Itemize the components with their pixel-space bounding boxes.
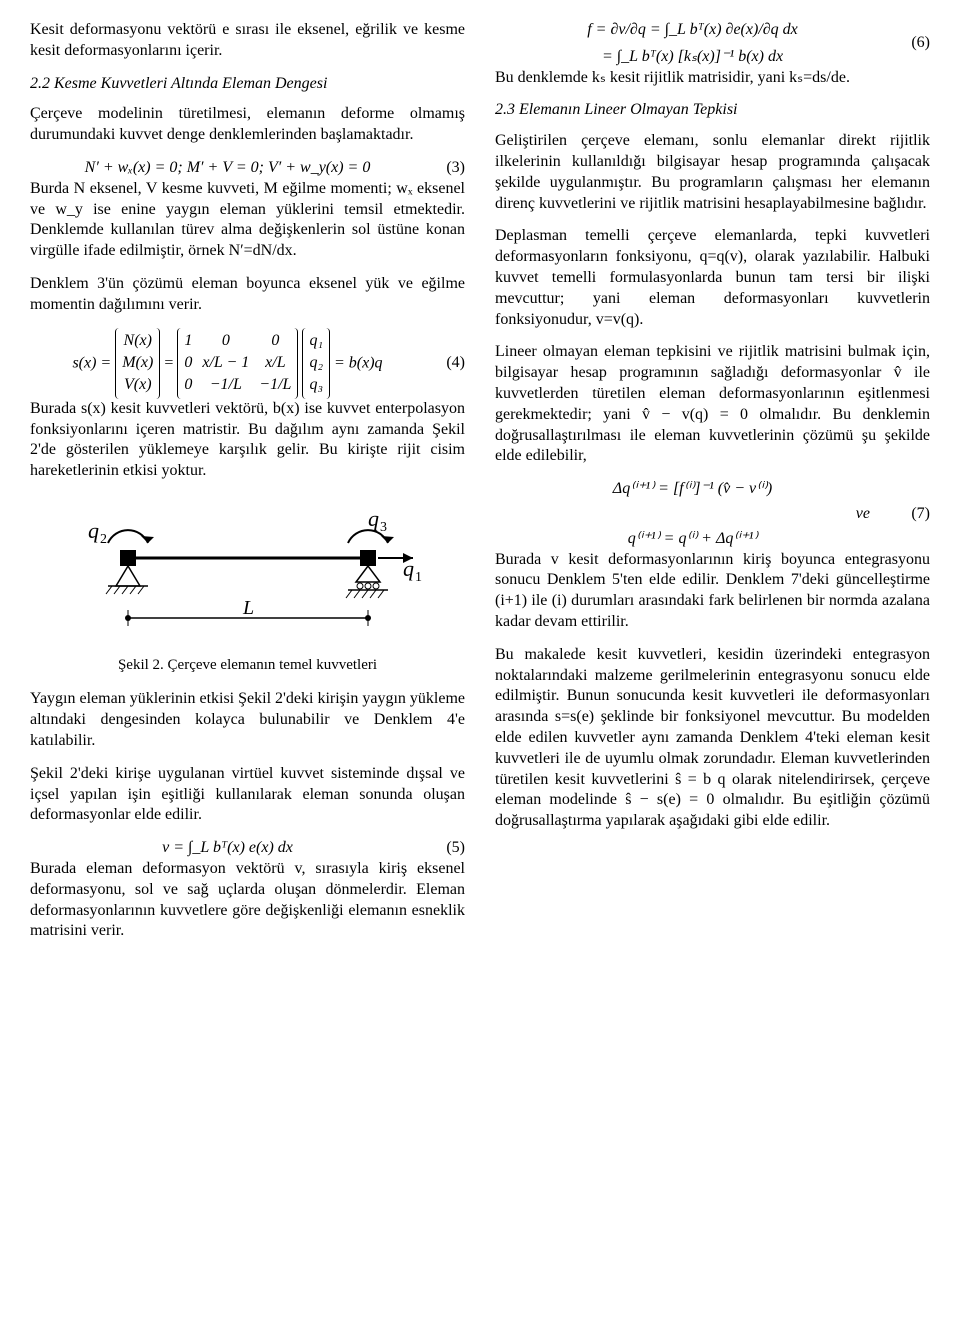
- equation-5: v = ∫_L bᵀ(x) e(x) dx (5): [30, 838, 465, 859]
- para-yaygin-eleman: Yaygın eleman yüklerinin etkisi Şekil 2'…: [30, 689, 465, 751]
- section-2-3-title: 2.3 Elemanın Lineer Olmayan Tepkisi: [495, 100, 930, 121]
- para-burada-sx: Burada s(x) kesit kuvvetleri vektörü, b(…: [30, 399, 465, 482]
- section-2-2-title: 2.2 Kesme Kuvvetleri Altında Eleman Deng…: [30, 74, 465, 95]
- para-cerceve-model: Çerçeve modelinin türetilmesi, elemanın …: [30, 104, 465, 146]
- equation-6-body: f = ∂v/∂q = ∫_L bᵀ(x) ∂e(x)/∂q dx = ∫_L …: [495, 20, 890, 68]
- para-burada-eleman: Burada eleman deformasyon vektörü v, sır…: [30, 859, 465, 942]
- para-lineer-olmayan: Lineer olmayan eleman tepkisini ve rijit…: [495, 342, 930, 467]
- para-deplasman: Deplasman temelli çerçeve elemanlarda, t…: [495, 226, 930, 330]
- equation-6: f = ∂v/∂q = ∫_L bᵀ(x) ∂e(x)/∂q dx = ∫_L …: [495, 20, 930, 68]
- eq4-s-vector: N(x) M(x) V(x): [115, 328, 160, 399]
- para-bu-denklemde: Bu denklemde kₛ kesit rijitlik matrisidi…: [495, 68, 930, 89]
- left-column: Kesit deformasyonu vektörü e sırası ile …: [30, 20, 465, 954]
- equation-7-body: Δq⁽ⁱ⁺¹⁾ = [f⁽ⁱ⁾]⁻¹ (v̂ − v⁽ⁱ⁾) ve q⁽ⁱ⁺¹⁾…: [495, 479, 890, 549]
- equation-7-number: (7): [890, 504, 930, 525]
- eq4-q-vector: q₁ q₂ q₃: [302, 328, 330, 399]
- eq4-tail: = b(x)q: [334, 354, 383, 371]
- svg-text:3: 3: [380, 520, 387, 535]
- eq4-b-matrix: 100 0x/L − 1x/L 0−1/L−1/L: [177, 328, 298, 399]
- para-gelistirilen: Geliştirilen çerçeve elemanı, sonlu elem…: [495, 131, 930, 214]
- right-column: f = ∂v/∂q = ∫_L bᵀ(x) ∂e(x)/∂q dx = ∫_L …: [495, 20, 930, 954]
- para-burda-n: Burda N eksenel, V kesme kuvveti, M eğil…: [30, 179, 465, 262]
- s-row-2: V(x): [124, 376, 152, 393]
- equation-7: Δq⁽ⁱ⁺¹⁾ = [f⁽ⁱ⁾]⁻¹ (v̂ − v⁽ⁱ⁾) ve q⁽ⁱ⁺¹⁾…: [495, 479, 930, 549]
- figure-2: q 2 q 3 q 1 L: [30, 498, 465, 648]
- s-row-0: N(x): [124, 332, 152, 349]
- s-row-1: M(x): [122, 354, 153, 371]
- svg-text:1: 1: [415, 570, 422, 585]
- figure-2-svg: q 2 q 3 q 1 L: [68, 498, 428, 648]
- fig2-q1-label: q: [403, 556, 414, 581]
- para-bu-makalede: Bu makalede kesit kuvvetleri, kesidin üz…: [495, 645, 930, 832]
- svg-text:2: 2: [100, 532, 107, 547]
- para-denklem-3: Denklem 3'ün çözümü eleman boyunca eksen…: [30, 274, 465, 316]
- figure-2-caption: Şekil 2. Çerçeve elemanın temel kuvvetle…: [30, 656, 465, 676]
- equation-4: s(x) = N(x) M(x) V(x) = 100 0x/L − 1x/L …: [30, 328, 465, 399]
- fig2-q2-label: q: [88, 518, 99, 543]
- equation-4-number: (4): [425, 353, 465, 374]
- equation-3-number: (3): [425, 158, 465, 179]
- fig2-q3-label: q: [368, 506, 379, 531]
- equation-5-number: (5): [425, 838, 465, 859]
- para-burada-v: Burada v kesit deformasyonlarının kiriş …: [495, 550, 930, 633]
- para-kesit-def: Kesit deformasyonu vektörü e sırası ile …: [30, 20, 465, 62]
- equation-6-number: (6): [890, 33, 930, 54]
- para-sekil2-kirise: Şekil 2'deki kirişe uygulanan virtüel ku…: [30, 764, 465, 826]
- equation-5-body: v = ∫_L bᵀ(x) e(x) dx: [30, 838, 425, 859]
- equation-3: N′ + wₓ(x) = 0; M′ + V = 0; V′ + w_y(x) …: [30, 158, 465, 179]
- eq4-s-label: s(x) =: [72, 354, 111, 371]
- equation-4-body: s(x) = N(x) M(x) V(x) = 100 0x/L − 1x/L …: [30, 328, 425, 399]
- fig2-L-label: L: [242, 597, 254, 619]
- equation-3-body: N′ + wₓ(x) = 0; M′ + V = 0; V′ + w_y(x) …: [30, 158, 425, 179]
